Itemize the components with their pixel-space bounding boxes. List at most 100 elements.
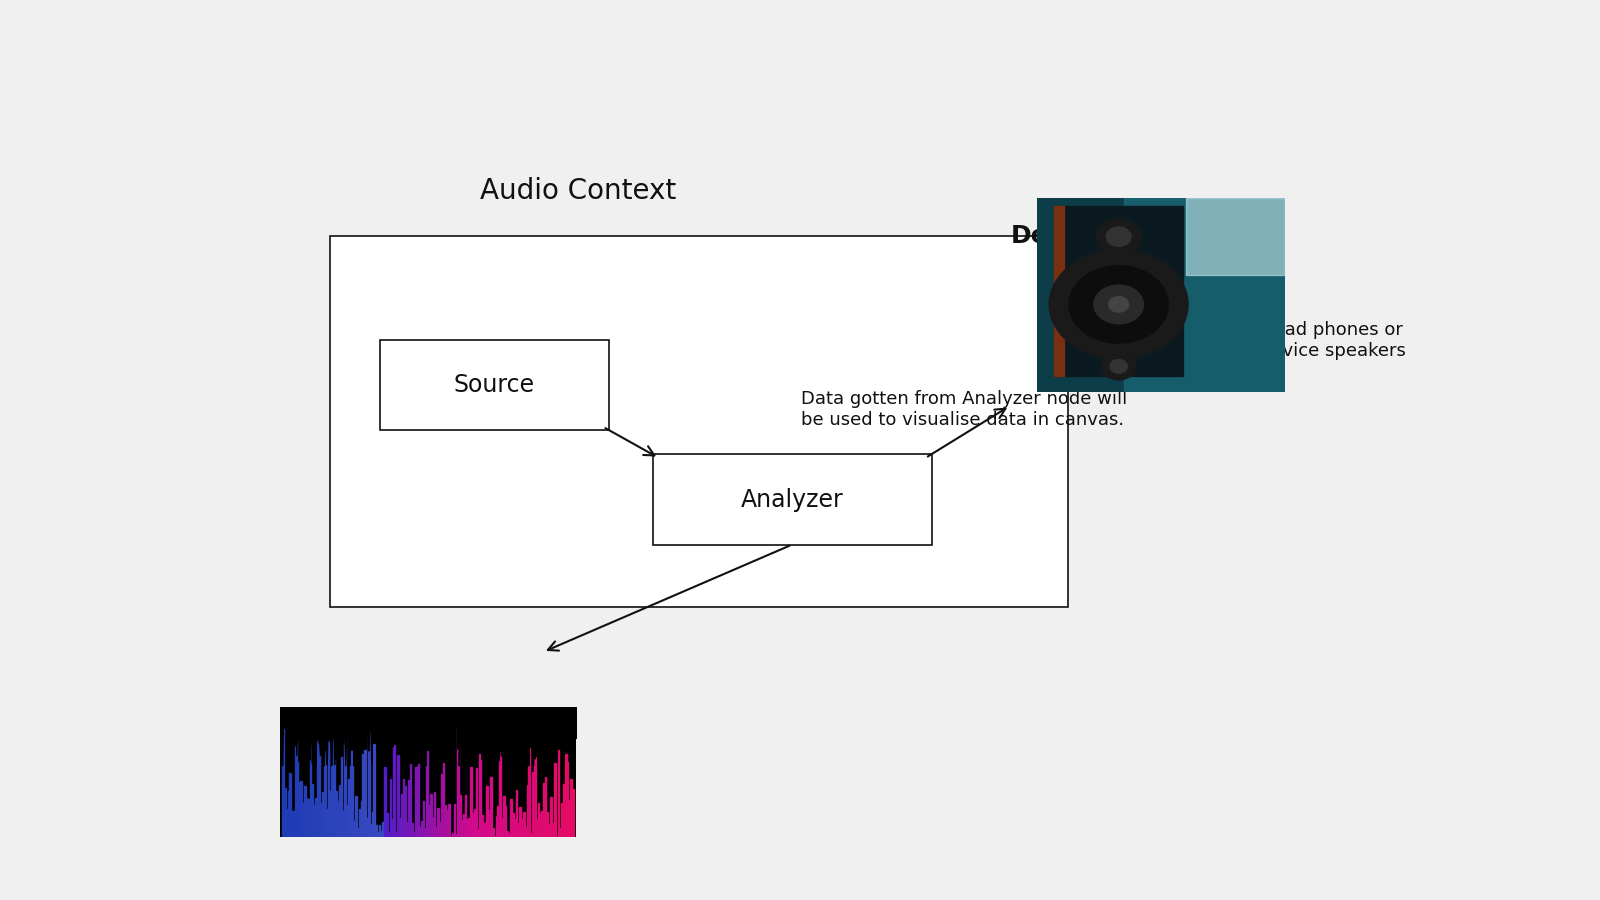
Bar (397, 754, 398, 837)
Bar (374, 825, 378, 837)
Bar (483, 823, 485, 837)
Bar (338, 801, 339, 837)
Bar (363, 754, 365, 837)
Bar (552, 824, 554, 837)
Bar (390, 779, 392, 837)
Bar (523, 812, 525, 837)
Bar (454, 805, 456, 837)
Bar (406, 823, 408, 837)
Bar (288, 791, 290, 837)
Bar (373, 744, 374, 837)
Bar (282, 729, 283, 837)
Bar (302, 803, 304, 837)
Bar (1054, 206, 1064, 376)
Circle shape (1069, 266, 1168, 343)
Bar (286, 809, 288, 837)
Bar (432, 817, 434, 837)
Bar (558, 750, 560, 837)
Bar (445, 805, 446, 837)
Bar (1186, 198, 1285, 275)
Bar (514, 819, 515, 837)
Circle shape (1109, 297, 1128, 312)
Bar (410, 764, 411, 837)
Bar (430, 794, 432, 837)
Circle shape (1110, 360, 1128, 373)
Bar (560, 828, 562, 837)
Bar (539, 813, 541, 837)
Bar (309, 741, 310, 837)
Bar (563, 784, 565, 837)
Bar (347, 778, 349, 837)
Bar (371, 812, 373, 837)
Bar (341, 757, 342, 837)
Bar (403, 779, 405, 837)
Bar (546, 777, 547, 837)
Bar (392, 819, 394, 837)
Bar (293, 811, 294, 837)
Bar (486, 786, 488, 837)
Bar (530, 832, 531, 837)
Bar (317, 737, 318, 837)
Bar (339, 785, 341, 837)
Bar (314, 805, 315, 837)
Bar (416, 768, 418, 837)
Bar (490, 778, 491, 837)
Circle shape (1106, 227, 1131, 247)
Bar (434, 792, 435, 837)
Bar (522, 819, 523, 837)
Bar (517, 824, 518, 837)
Bar (499, 752, 501, 837)
Bar (424, 828, 426, 837)
Bar (462, 814, 464, 837)
Bar (470, 767, 472, 837)
Bar (520, 807, 522, 837)
Bar (547, 812, 549, 837)
Bar (443, 763, 445, 837)
Bar (358, 809, 360, 837)
Bar (461, 821, 462, 837)
Circle shape (1050, 250, 1189, 358)
Bar (550, 797, 552, 837)
Bar (512, 814, 514, 837)
Bar (350, 766, 352, 837)
Bar (400, 794, 402, 837)
Bar (534, 742, 536, 837)
Text: Audio Context: Audio Context (480, 177, 677, 205)
Bar (352, 752, 354, 837)
Bar (379, 824, 381, 837)
Bar (482, 814, 483, 837)
Bar (368, 728, 370, 837)
Bar (301, 780, 302, 837)
Bar (365, 750, 366, 837)
Bar (464, 795, 466, 837)
Bar (510, 799, 512, 837)
Bar (307, 799, 309, 837)
Bar (429, 806, 430, 837)
Bar (354, 821, 355, 837)
Bar (446, 810, 448, 837)
Text: Source: Source (454, 374, 534, 397)
Bar (477, 830, 478, 837)
Text: Data gotten from Analyzer node will
be used to visualise data in canvas.: Data gotten from Analyzer node will be u… (802, 390, 1128, 429)
Bar (320, 804, 322, 837)
Bar (394, 744, 395, 837)
Bar (565, 754, 566, 837)
Bar (333, 760, 334, 837)
Bar (566, 761, 568, 837)
Bar (322, 792, 323, 837)
Bar (318, 731, 320, 837)
Bar (334, 791, 336, 837)
Bar (478, 753, 482, 837)
Bar (342, 811, 344, 837)
Bar (442, 774, 443, 837)
Bar (541, 811, 542, 837)
Bar (472, 814, 474, 837)
Bar (515, 790, 517, 837)
Bar (386, 813, 387, 837)
Bar (360, 800, 362, 837)
Bar (387, 832, 389, 837)
Bar (562, 803, 563, 837)
Bar (328, 741, 330, 837)
Bar (326, 809, 328, 837)
Bar (296, 761, 298, 837)
